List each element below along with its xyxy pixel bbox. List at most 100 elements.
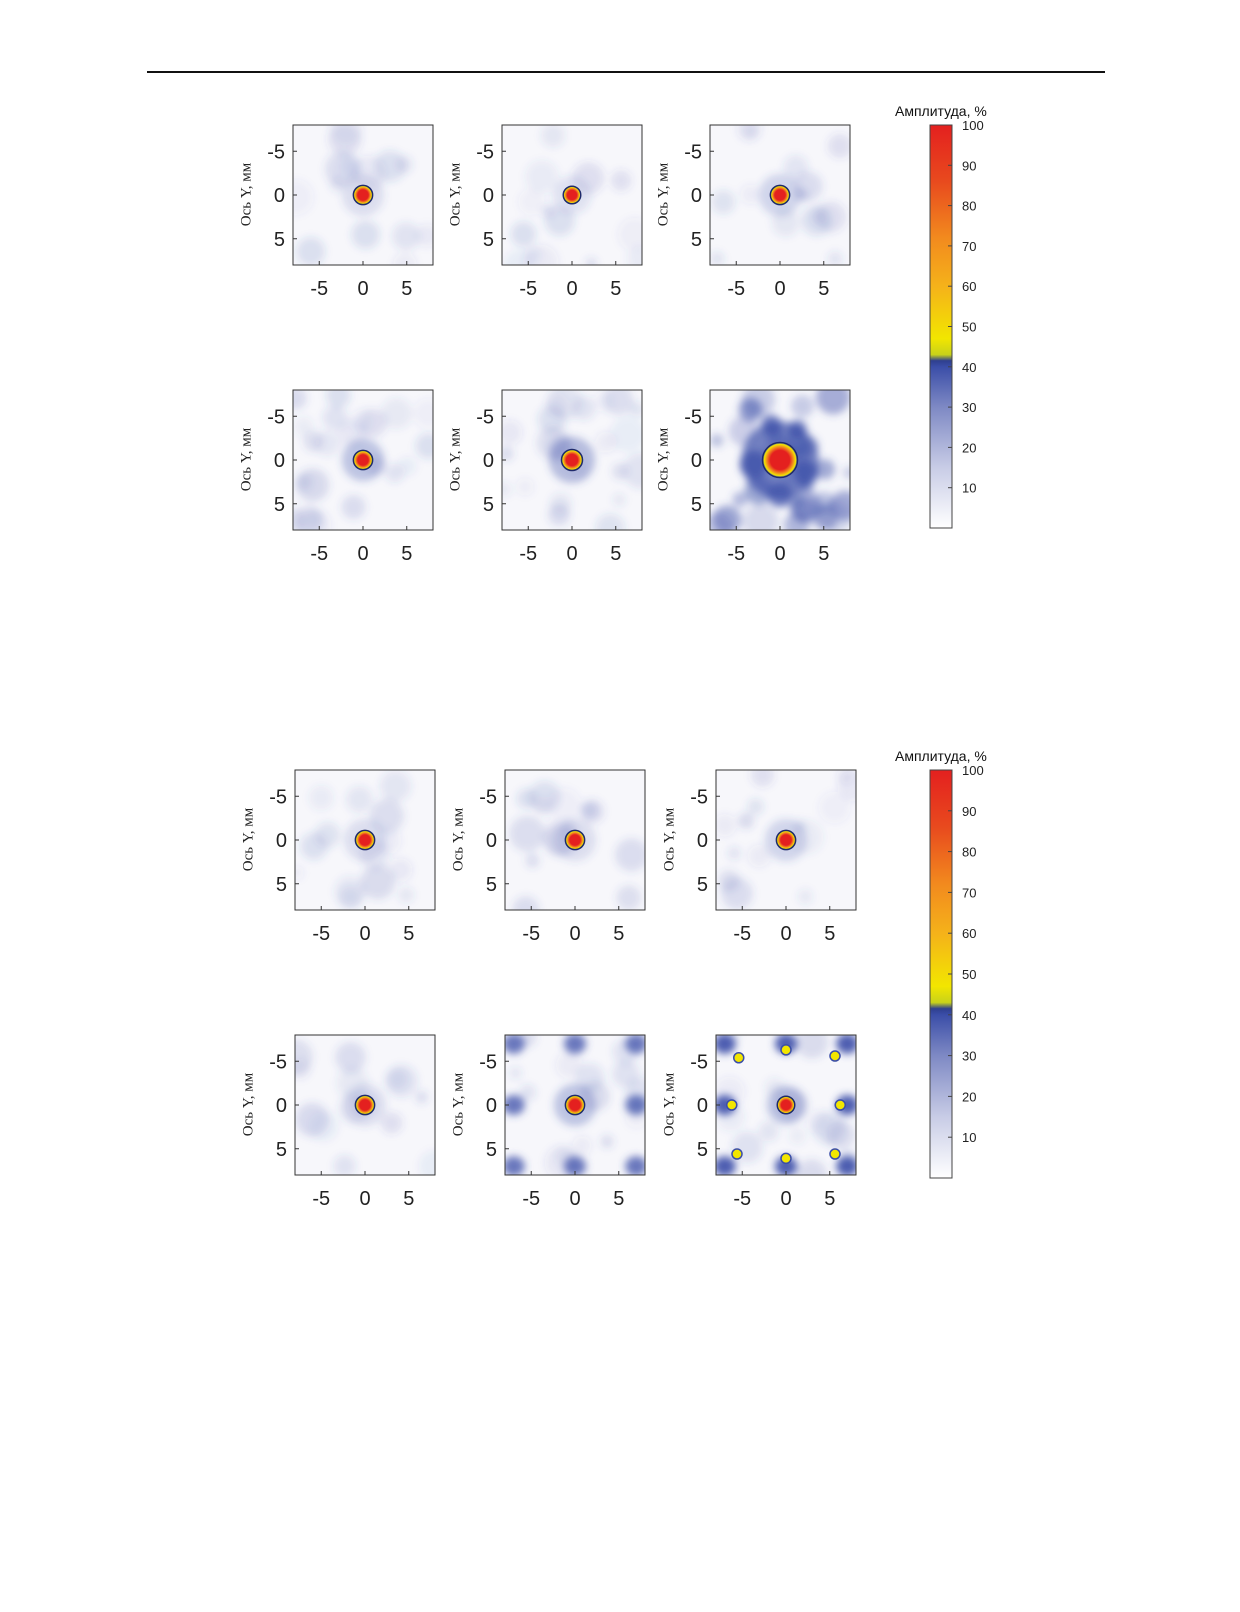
colorbar-tick-label: 100	[962, 763, 984, 778]
x-tick-label: 5	[610, 543, 621, 565]
y-tick-label: 5	[697, 1139, 708, 1161]
x-tick-label: 5	[613, 1188, 624, 1210]
colorbar-tick-label: 60	[962, 926, 976, 941]
heatmap-panel: -5 0 5 -5 0 5 Ось Y, мм	[445, 760, 665, 950]
x-tick-label: 0	[780, 923, 791, 945]
x-tick-label: 5	[401, 278, 412, 300]
y-tick-label: 0	[697, 830, 708, 852]
colorbar-tick-label: 20	[962, 1089, 976, 1104]
focal-spot-mark	[761, 441, 799, 479]
heatmap-panel: -5 0 5 -5 0 5 Ось Y, мм	[445, 1025, 665, 1215]
focal-spot-mark	[354, 829, 376, 851]
focal-spot-mark	[564, 829, 586, 851]
y-tick-label: 5	[274, 229, 285, 251]
x-tick-label: 0	[569, 1188, 580, 1210]
heatmap-svg: -5 0 5 -5 0 5	[690, 769, 857, 945]
colorbar-svg: 10 20 30 40 50 60 70 80 90 100	[929, 763, 984, 1179]
colorbar-svg: 10 20 30 40 50 60 70 80 90 100	[929, 118, 984, 529]
x-tick-label: 5	[403, 923, 414, 945]
heatmap-field	[716, 770, 856, 910]
heatmap-panel: -5 0 5 -5 0 5 Ось Y, мм	[650, 115, 870, 305]
focal-spot-mark	[776, 1095, 796, 1115]
x-tick-label: 5	[824, 923, 835, 945]
focal-spot-mark	[352, 184, 374, 206]
colorbar-tick-label: 30	[962, 1049, 976, 1064]
y-tick-label: 5	[486, 1139, 497, 1161]
x-tick-label: -5	[727, 543, 745, 565]
y-tick-label: 5	[483, 229, 494, 251]
y-tick-label: -5	[690, 1051, 708, 1073]
colorbar-tick-label: 100	[962, 118, 984, 133]
y-tick-label: -5	[684, 406, 702, 428]
x-tick-label: 0	[359, 923, 370, 945]
x-tick-label: -5	[733, 1188, 751, 1210]
y-tick-label: 0	[691, 450, 702, 472]
y-tick-label: 0	[276, 1095, 287, 1117]
colorbar-tick-label: 70	[962, 239, 976, 254]
heatmap-svg: -5 0 5 -5 0 5	[269, 1034, 436, 1210]
side-lobe-mark	[829, 1148, 841, 1160]
y-tick-label: -5	[479, 786, 497, 808]
heatmap-svg: -5 0 5 -5 0 5	[684, 389, 851, 565]
y-tick-label: 5	[691, 494, 702, 516]
x-tick-label: 0	[357, 278, 368, 300]
y-tick-label: 0	[274, 450, 285, 472]
heatmap-field	[293, 125, 433, 265]
x-tick-label: 5	[824, 1188, 835, 1210]
x-tick-label: -5	[733, 923, 751, 945]
side-lobe-mark	[829, 1050, 841, 1062]
heatmap-field	[710, 390, 850, 530]
heatmap-panel: -5 0 5 -5 0 5 Ось Y, мм	[442, 115, 662, 305]
colorbar-tick-label: 10	[962, 481, 976, 496]
y-tick-label: -5	[690, 786, 708, 808]
y-tick-label: 0	[691, 185, 702, 207]
x-tick-label: 5	[613, 923, 624, 945]
focal-spot-mark	[352, 449, 374, 471]
x-tick-label: 5	[401, 543, 412, 565]
x-tick-label: 0	[566, 543, 577, 565]
y-axis-label: Ось Y, мм	[240, 807, 257, 872]
y-tick-label: 0	[483, 185, 494, 207]
side-lobe-mark	[780, 1044, 792, 1056]
focal-spot-mark	[560, 448, 584, 472]
heatmap-field	[293, 390, 433, 530]
heatmap-svg: -5 0 5 -5 0 5	[690, 1034, 857, 1210]
colorbar: Амплитуда, % 10 20 30 40 50 60 70 80 90 100	[890, 103, 1010, 536]
y-tick-label: 0	[486, 1095, 497, 1117]
heatmap-svg: -5 0 5 -5 0 5	[476, 389, 643, 565]
y-tick-label: -5	[476, 141, 494, 163]
x-tick-label: 0	[774, 278, 785, 300]
heatmap-field	[505, 770, 645, 910]
y-axis-label: Ось Y, мм	[447, 162, 464, 227]
y-tick-label: 5	[486, 874, 497, 896]
x-tick-label: -5	[312, 923, 330, 945]
y-tick-label: -5	[267, 141, 285, 163]
heatmap-panel: -5 0 5 -5 0 5 Ось Y, мм	[235, 1025, 455, 1215]
y-axis-label: Ось Y, мм	[655, 162, 672, 227]
y-tick-label: 5	[691, 229, 702, 251]
focal-spot-mark	[775, 829, 797, 851]
y-tick-label: 0	[276, 830, 287, 852]
x-tick-label: 0	[566, 278, 577, 300]
y-axis-label: Ось Y, мм	[450, 1072, 467, 1137]
heatmap-svg: -5 0 5 -5 0 5	[267, 389, 434, 565]
y-tick-label: -5	[476, 406, 494, 428]
colorbar-tick-label: 20	[962, 440, 976, 455]
y-tick-label: -5	[269, 786, 287, 808]
focal-spot-mark	[564, 1094, 586, 1116]
x-tick-label: 0	[774, 543, 785, 565]
y-tick-label: -5	[269, 1051, 287, 1073]
colorbar-tick-label: 50	[962, 967, 976, 982]
side-lobe-mark	[733, 1052, 745, 1064]
heatmap-field	[710, 125, 850, 265]
y-tick-label: 5	[697, 874, 708, 896]
y-axis-label: Ось Y, мм	[661, 807, 678, 872]
heatmap-field	[505, 1035, 645, 1175]
x-tick-label: 5	[403, 1188, 414, 1210]
heatmap-panel: -5 0 5 -5 0 5 Ось Y, мм	[442, 380, 662, 570]
focal-spot-mark	[562, 185, 582, 205]
x-tick-label: 5	[818, 543, 829, 565]
x-tick-label: -5	[522, 1188, 540, 1210]
colorbar-tick-label: 40	[962, 360, 976, 375]
colorbar-tick-label: 80	[962, 845, 976, 860]
